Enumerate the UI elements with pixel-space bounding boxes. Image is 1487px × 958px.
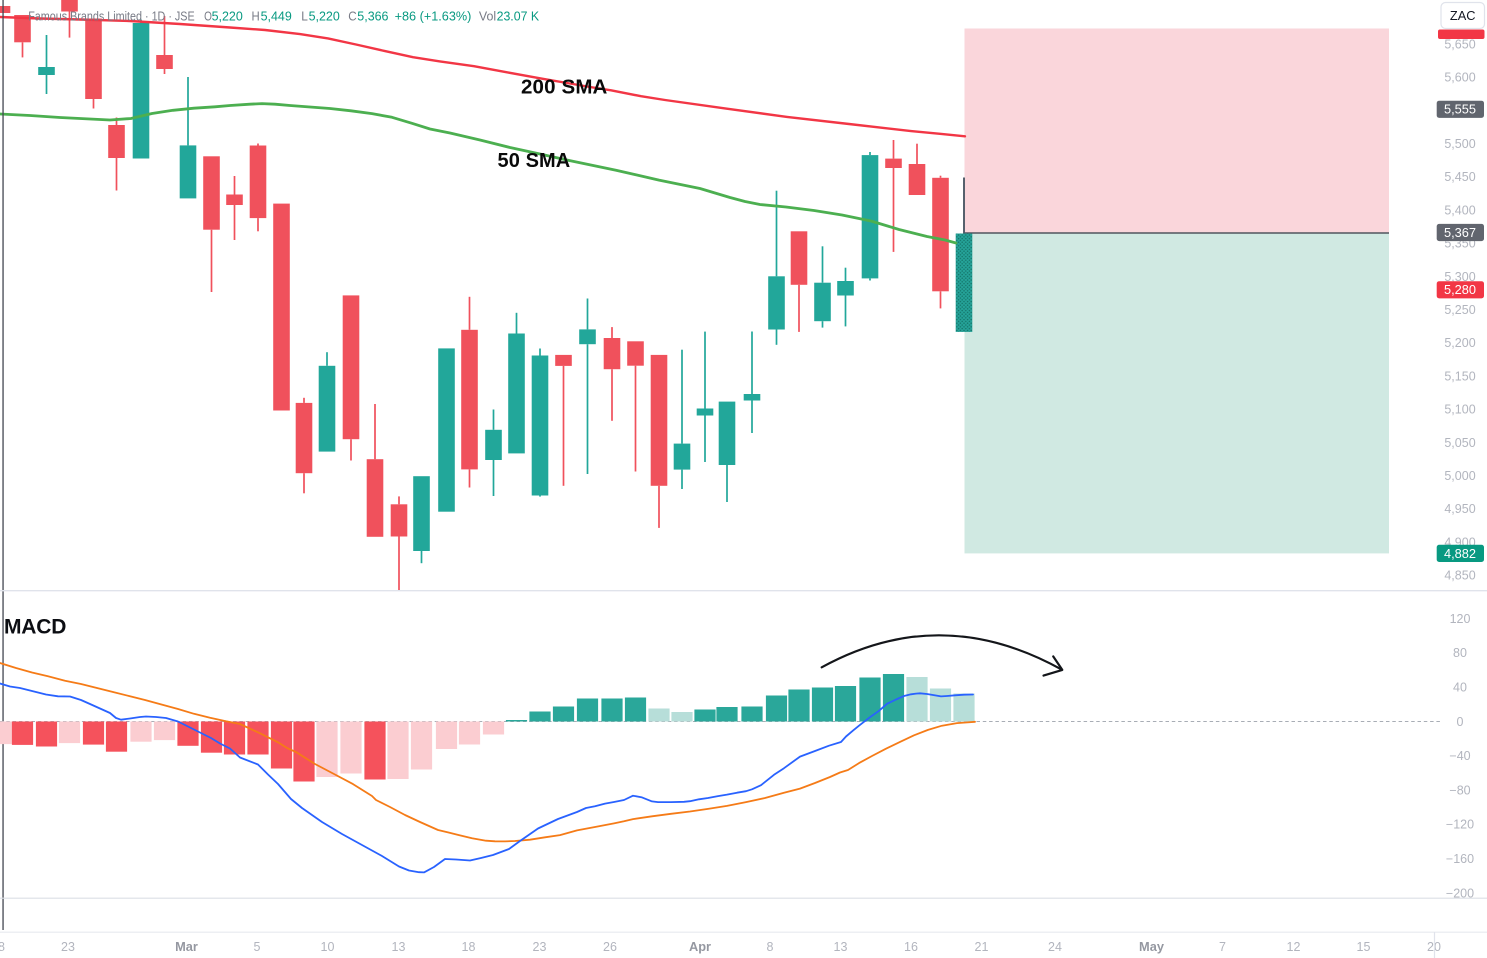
svg-text:−200: −200 [1446, 886, 1474, 900]
svg-text:200 SMA: 200 SMA [521, 76, 608, 99]
svg-text:24: 24 [1048, 940, 1062, 954]
svg-text:7: 7 [1219, 940, 1226, 954]
svg-text:5,000: 5,000 [1444, 469, 1475, 483]
svg-text:5,600: 5,600 [1444, 71, 1475, 85]
svg-text:120: 120 [1450, 612, 1471, 626]
svg-text:5,555: 5,555 [1444, 102, 1476, 117]
svg-text:5,500: 5,500 [1444, 137, 1475, 151]
svg-text:5,200: 5,200 [1444, 336, 1475, 350]
svg-text:5,250: 5,250 [1444, 303, 1475, 317]
svg-text:4,882: 4,882 [1444, 546, 1476, 561]
svg-text:8: 8 [767, 940, 774, 954]
svg-text:Mar: Mar [175, 939, 198, 954]
svg-text:MACD: MACD [4, 616, 66, 639]
svg-text:4,850: 4,850 [1444, 569, 1475, 583]
svg-text:0: 0 [1457, 715, 1464, 729]
svg-text:4,950: 4,950 [1444, 502, 1475, 516]
svg-text:−80: −80 [1449, 783, 1470, 797]
svg-text:−160: −160 [1446, 852, 1474, 866]
svg-text:10: 10 [321, 940, 335, 954]
svg-text:5,050: 5,050 [1444, 436, 1475, 450]
svg-text:May: May [1139, 939, 1165, 954]
svg-text:5,400: 5,400 [1444, 203, 1475, 217]
svg-text:5,650: 5,650 [1444, 37, 1475, 51]
svg-text:40: 40 [1453, 681, 1467, 695]
svg-text:5,367: 5,367 [1444, 225, 1476, 240]
svg-text:5,300: 5,300 [1444, 270, 1475, 284]
svg-text:26: 26 [603, 940, 617, 954]
svg-text:12: 12 [1287, 940, 1301, 954]
svg-text:ZAC: ZAC [1450, 8, 1476, 23]
svg-text:Apr: Apr [689, 939, 711, 954]
svg-text:80: 80 [1453, 646, 1467, 660]
svg-text:Famous Brands Limited · 1D · J: Famous Brands Limited · 1D · JSE O5,220 H5… [28, 8, 539, 23]
svg-text:13: 13 [834, 940, 848, 954]
svg-text:13: 13 [392, 940, 406, 954]
svg-text:18: 18 [462, 940, 476, 954]
svg-text:5,150: 5,150 [1444, 369, 1475, 383]
svg-text:18: 18 [0, 940, 5, 954]
svg-text:50 SMA: 50 SMA [498, 150, 571, 172]
svg-text:−40: −40 [1449, 749, 1470, 763]
svg-text:5,280: 5,280 [1444, 282, 1476, 297]
svg-text:23: 23 [61, 940, 75, 954]
svg-text:21: 21 [975, 940, 989, 954]
svg-text:5: 5 [254, 940, 261, 954]
svg-text:16: 16 [904, 940, 918, 954]
svg-text:5,100: 5,100 [1444, 403, 1475, 417]
svg-text:15: 15 [1357, 940, 1371, 954]
svg-text:23: 23 [533, 940, 547, 954]
svg-text:−120: −120 [1446, 818, 1474, 832]
svg-text:5,450: 5,450 [1444, 170, 1475, 184]
